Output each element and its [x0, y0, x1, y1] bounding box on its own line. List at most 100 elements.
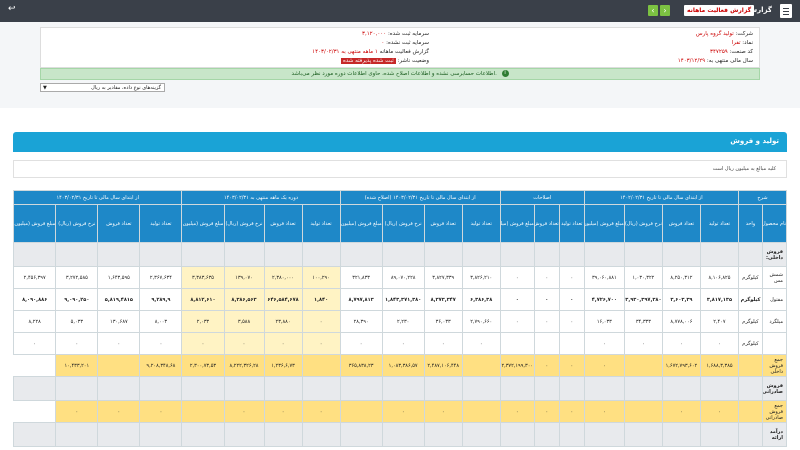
group-header-row: شرح از ابتدای سال مالی تا تاریخ ۱۴۰۲/۰۲/… — [12, 190, 788, 205]
table-cell — [381, 242, 425, 267]
table-cell — [381, 376, 425, 401]
table-cell — [97, 422, 141, 447]
table-cell: ۵,۸۱۹,۴۸۱۵ — [97, 288, 141, 311]
table-cell: ۸,۰۰۳ — [139, 310, 183, 333]
table-cell — [423, 422, 463, 447]
table-cell — [533, 376, 560, 401]
total-cell: ۰ — [499, 400, 535, 423]
category-row: فروش صادراتی: — [12, 376, 788, 401]
product-unit: کیلوگرم — [737, 288, 763, 311]
table-cell — [423, 242, 463, 267]
table-cell — [181, 422, 225, 447]
industry-code-line: کد صنعت: ۳۴۷۲۵۹ — [710, 49, 753, 55]
column-header: نام محصول — [761, 204, 788, 243]
select-value: گزینه‌های نوع داده، مقادیر به ریال — [91, 85, 161, 91]
table-cell — [263, 376, 303, 401]
table-cell: ۹,۰۹۰,۲۵۰ — [55, 288, 99, 311]
section-header[interactable]: تولید و فروش — [13, 132, 787, 152]
table-cell — [12, 242, 57, 267]
column-header: مبلغ فروش (میلیون ریال) — [583, 204, 625, 243]
total-cell — [737, 400, 763, 423]
table-cell — [699, 242, 739, 267]
symbol-label: نماد: — [742, 40, 753, 46]
column-header: تعداد تولید — [301, 204, 341, 243]
table-cell — [339, 242, 383, 267]
column-header: تعداد فروش — [263, 204, 303, 243]
table-cell — [55, 422, 99, 447]
total-cell: ۱,۶۸۸,۳,۳۸۵ — [699, 354, 739, 377]
table-cell — [461, 376, 501, 401]
total-cell: ۰ — [583, 354, 625, 377]
table-cell — [583, 422, 625, 447]
table-cell: ۰ — [181, 332, 225, 355]
prev-report-button[interactable]: ‹ — [648, 5, 658, 16]
table-cell — [499, 242, 535, 267]
table-cell — [139, 376, 183, 401]
table-cell: ۰ — [12, 332, 57, 355]
table-cell — [533, 422, 560, 447]
table-cell — [583, 242, 625, 267]
total-cell — [623, 400, 663, 423]
total-cell: ۱,۲۳۶,۶,۷۳ — [263, 354, 303, 377]
table-cell — [12, 422, 57, 447]
table-cell: ۰ — [139, 332, 183, 355]
company-line: شرکت: تولید گروه پارس — [696, 31, 753, 37]
capital-line: سرمایه ثبت شده: ۳,۱۲۰,۰۰۰ — [362, 31, 429, 37]
product-name: میلگرد — [761, 310, 788, 333]
table-cell: ۰ — [558, 288, 585, 311]
table-cell — [699, 376, 739, 401]
table-cell — [623, 422, 663, 447]
category-label: فروش صادراتی: — [761, 376, 788, 401]
table-row: شمش مس کیلوگرم ۸,۱۰۶,۸۲۵ ۸,۲۵۰,۳۱۲ ۱,۰۳۰,۳۲۲… — [12, 266, 788, 289]
chevron-down-icon: ▼ — [43, 85, 47, 91]
table-cell: ۰ — [533, 266, 560, 289]
table-cell: ۰ — [558, 266, 585, 289]
status-line: وضعیت ناشر: ثبت شده پذیرفته شده — [340, 58, 429, 64]
table-cell: ۲۳,۸۸۰ — [263, 310, 303, 333]
next-report-button[interactable]: › — [660, 5, 670, 16]
table-cell — [381, 422, 425, 447]
table-cell: ۸,۳۷۳,۳۴۷ — [423, 288, 463, 311]
table-cell — [139, 422, 183, 447]
table-cell: ۳,۸۲۷,۳۳۹ — [423, 266, 463, 289]
table-cell: ۱۳۰,۶۸۷ — [97, 310, 141, 333]
table-cell: ۲۸,۳۹۰ — [339, 310, 383, 333]
column-header: مبلغ فروش (میلیون ریال) — [12, 204, 57, 243]
table-cell — [223, 422, 265, 447]
category-label: فروش داخلی: — [761, 242, 788, 267]
product-name: شمش مس — [761, 266, 788, 289]
column-header: تعداد تولید — [558, 204, 585, 243]
product-unit: کیلوگرم — [737, 332, 763, 355]
document-icon — [780, 4, 792, 18]
code-value: ۳۴۷۲۵۹ — [710, 49, 728, 55]
report-type-button[interactable]: گزارش فعالیت ماهانه — [684, 5, 755, 16]
column-header: مبلغ فروش (میلیون ریال) — [499, 204, 535, 243]
total-cell: ۰ — [381, 400, 425, 423]
table-cell: ۳,۵۸۸ — [223, 310, 265, 333]
total-cell: ۳۶۵,۸۳۸,۲۳ — [339, 354, 383, 377]
total-cell: ۰ — [55, 400, 99, 423]
category-label: درآمد ارائه — [761, 422, 788, 447]
total-cell: ۸,۲۲۲,۳۲۶,۲۸ — [223, 354, 265, 377]
year-label: سال مالی منتهی به: — [706, 58, 753, 64]
group-header: از ابتدای سال مالی تا تاریخ ۱۴۰۳/۰۲/۳۱ — [12, 190, 183, 205]
table-cell: ۰ — [533, 310, 560, 333]
table-cell: ۸۹,۰۷۰,۲۲۸ — [381, 266, 425, 289]
total-cell: ۰ — [533, 354, 560, 377]
table-cell — [301, 376, 341, 401]
table-cell: ۲,۰۳۳ — [181, 310, 225, 333]
table-cell — [55, 376, 99, 401]
report-label: گزارش فعالیت ماهانه — [379, 49, 429, 55]
table-cell: ۸,۳۸۶,۵۶۳ — [223, 288, 265, 311]
table-cell — [12, 376, 57, 401]
table-cell — [558, 422, 585, 447]
back-icon[interactable]: ↩ — [8, 4, 16, 14]
table-cell: ۲,۷۹۰,۶۶۰ — [461, 310, 501, 333]
total-cell: ۰ — [97, 400, 141, 423]
table-cell: ۲,۴۵۶,۳۹۷ — [12, 266, 57, 289]
info-icon: i — [501, 70, 509, 77]
data-type-select[interactable]: ▼ گزینه‌های نوع داده، مقادیر به ریال — [40, 83, 165, 92]
table-cell — [461, 242, 501, 267]
table-cell: ۲,۳۸۰,۰۰۰ — [263, 266, 303, 289]
table-cell — [339, 376, 383, 401]
